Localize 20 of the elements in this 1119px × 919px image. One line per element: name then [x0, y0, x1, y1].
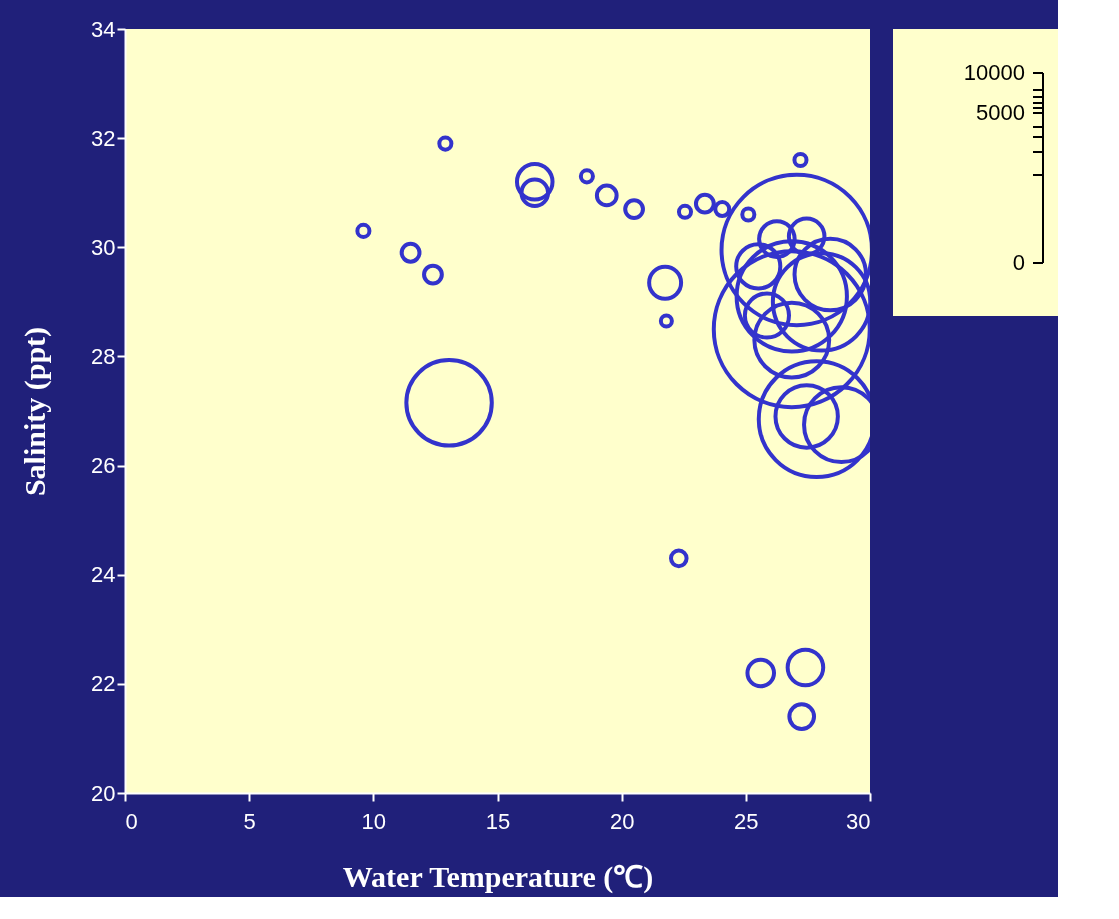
y-tick-label: 34 [91, 16, 116, 42]
x-tick-label: 5 [243, 808, 256, 834]
x-tick-label: 15 [485, 808, 511, 834]
y-tick-label: 20 [91, 780, 116, 806]
x-tick-label: 0 [125, 808, 138, 834]
text: 0 [1012, 250, 1025, 275]
y-axis-title: Salinity (ppt) [18, 326, 53, 497]
x-tick-label: 30 [846, 808, 871, 834]
y-tick-label: 32 [91, 125, 116, 151]
y-tick-label: 28 [91, 343, 116, 369]
text: 10000 [963, 60, 1025, 85]
text: 5000 [976, 100, 1025, 125]
x-axis-title: Water Temperature (℃) [342, 859, 654, 894]
y-tick-label: 30 [91, 234, 116, 260]
x-tick-label: 10 [361, 808, 387, 834]
x-tick-label: 20 [609, 808, 635, 834]
x-tick-label: 25 [734, 808, 759, 834]
y-tick-label: 22 [91, 671, 116, 697]
y-tick-label: 24 [91, 562, 116, 588]
y-tick-label: 26 [91, 453, 116, 479]
